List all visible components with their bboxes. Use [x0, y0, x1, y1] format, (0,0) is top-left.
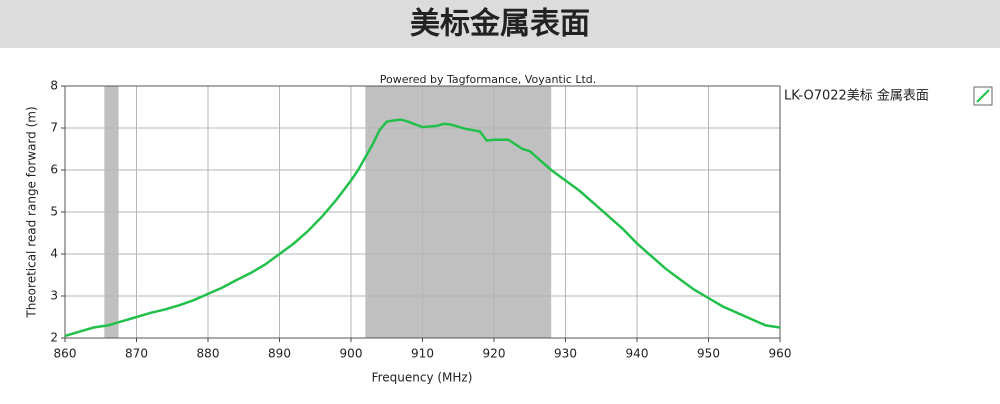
plot-border — [64, 85, 781, 339]
legend-label: LK-O7022美标 金属表面 — [784, 88, 929, 104]
y-axis-label: Theoretical read range forward (m) — [25, 106, 39, 318]
x-axis-label: Frequency (MHz) — [372, 371, 473, 385]
y-tick-label: 6 — [50, 163, 58, 177]
annotation: Powered by Tagformance, Voyantic Ltd. — [380, 73, 597, 86]
x-tick-label: 920 — [483, 347, 506, 361]
x-tick-label: 900 — [340, 347, 363, 361]
header-bar — [0, 0, 1000, 48]
chart-title: 美标金属表面 — [410, 7, 590, 42]
x-tick-label: 960 — [769, 347, 792, 361]
x-tick-label: 870 — [125, 347, 148, 361]
legend-icon-line — [976, 89, 990, 103]
data-line — [64, 118, 781, 338]
x-tick-label: 910 — [411, 347, 434, 361]
y-tick-label: 2 — [50, 331, 58, 345]
y-tick-label: 3 — [50, 289, 58, 303]
x-tick-label: 890 — [268, 347, 291, 361]
x-tick-label: 860 — [54, 347, 77, 361]
x-tick-label: 880 — [197, 347, 220, 361]
y-tick-label: 7 — [50, 121, 58, 135]
x-tick-label: 940 — [626, 347, 649, 361]
x-tick-label: 930 — [554, 347, 577, 361]
y-tick-label: 4 — [50, 247, 58, 261]
y-tick-label: 8 — [50, 79, 58, 93]
x-tick-label: 950 — [697, 347, 720, 361]
y-tick-label: 5 — [50, 205, 58, 219]
